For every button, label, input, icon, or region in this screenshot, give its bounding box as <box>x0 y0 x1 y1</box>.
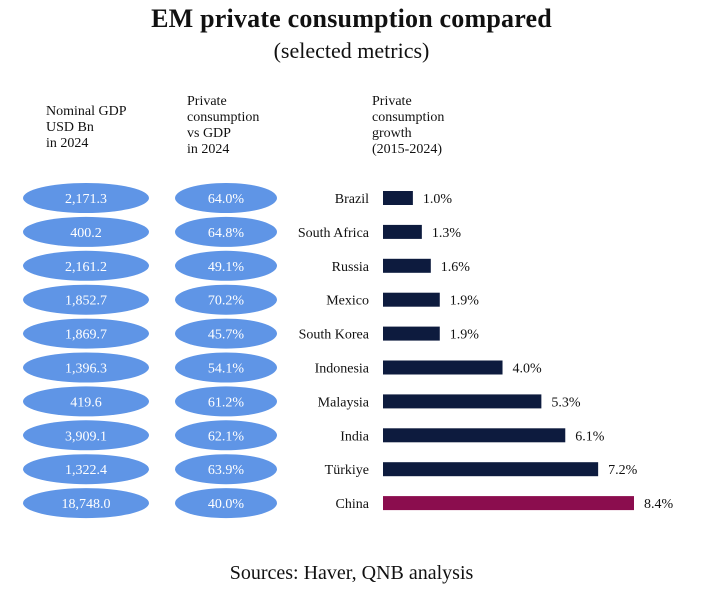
share-value-label: 61.2% <box>208 395 245 410</box>
gdp-pill <box>23 318 149 349</box>
gdp-pill <box>23 420 149 451</box>
growth-bar <box>383 326 440 341</box>
share-value-label: 49.1% <box>208 260 245 275</box>
gdp-value-label: 419.6 <box>70 395 102 410</box>
category-label: South Africa <box>298 226 370 241</box>
share-value-label: 40.0% <box>208 497 245 512</box>
category-label: Brazil <box>335 192 369 207</box>
share-pill <box>175 183 277 213</box>
gdp-value-label: 400.2 <box>70 226 102 241</box>
growth-value-label: 1.9% <box>450 328 480 343</box>
growth-value-label: 7.2% <box>608 463 638 478</box>
share-pill <box>175 284 277 315</box>
gdp-value-label: 3,909.1 <box>65 429 107 444</box>
growth-bar <box>383 360 503 375</box>
share-value-label: 63.9% <box>208 463 245 478</box>
gdp-pill <box>23 284 149 315</box>
gdp-pill <box>23 454 149 485</box>
chart-title: EM private consumption compared <box>151 4 552 33</box>
gdp-pill <box>23 488 149 519</box>
share-value-label: 54.1% <box>208 362 245 377</box>
category-label: India <box>340 429 370 444</box>
growth-value-label: 1.9% <box>450 294 480 309</box>
chart-source: Sources: Haver, QNB analysis <box>229 562 474 584</box>
share-value-label: 70.2% <box>208 294 245 309</box>
gdp-pill <box>23 216 149 247</box>
share-pill <box>175 454 277 485</box>
gdp-value-label: 1,869.7 <box>65 328 107 343</box>
share-pill <box>175 420 277 451</box>
gdp-value-label: 2,171.3 <box>65 192 107 207</box>
growth-value-label: 5.3% <box>551 395 581 410</box>
gdp-value-label: 1,396.3 <box>65 362 107 377</box>
share-pill <box>175 386 277 417</box>
growth-bar <box>383 191 413 205</box>
category-label: Mexico <box>326 294 369 309</box>
category-label: South Korea <box>299 328 370 343</box>
growth-bar <box>383 496 634 511</box>
growth-bar <box>383 224 422 239</box>
column-header-consumption-growth: Private consumption growth (2015-2024) <box>372 94 445 157</box>
growth-value-label: 1.0% <box>423 192 453 207</box>
growth-value-label: 1.6% <box>441 260 471 275</box>
column-header-nominal-gdp: Nominal GDP USD Bn in 2024 <box>46 104 127 151</box>
growth-bar <box>383 292 440 307</box>
gdp-value-label: 2,161.2 <box>65 260 107 275</box>
growth-value-label: 1.3% <box>432 226 462 241</box>
growth-bar <box>383 394 542 409</box>
share-pill <box>175 216 277 247</box>
growth-bar <box>383 428 566 443</box>
share-value-label: 45.7% <box>208 328 245 343</box>
category-label: Türkiye <box>325 463 369 478</box>
category-label: China <box>336 497 370 512</box>
gdp-pill <box>23 183 149 213</box>
growth-bar <box>383 462 599 477</box>
gdp-value-label: 18,748.0 <box>62 497 111 512</box>
growth-bar <box>383 258 431 273</box>
chart-subtitle: (selected metrics) <box>273 38 430 63</box>
share-value-label: 62.1% <box>208 429 245 444</box>
share-value-label: 64.8% <box>208 226 245 241</box>
growth-value-label: 4.0% <box>513 362 543 377</box>
gdp-value-label: 1,852.7 <box>65 294 107 309</box>
share-pill <box>175 488 277 519</box>
gdp-pill <box>23 386 149 417</box>
gdp-pill <box>23 352 149 383</box>
growth-value-label: 8.4% <box>644 497 674 512</box>
category-label: Indonesia <box>315 362 370 377</box>
growth-value-label: 6.1% <box>575 429 605 444</box>
share-pill <box>175 352 277 383</box>
share-pill <box>175 318 277 349</box>
share-pill <box>175 250 277 281</box>
column-header-consumption-share: Private consumption vs GDP in 2024 <box>187 94 260 157</box>
share-value-label: 64.0% <box>208 192 245 207</box>
gdp-value-label: 1,322.4 <box>65 463 107 478</box>
gdp-pill <box>23 250 149 281</box>
category-label: Russia <box>332 260 370 275</box>
category-label: Malaysia <box>318 395 370 410</box>
